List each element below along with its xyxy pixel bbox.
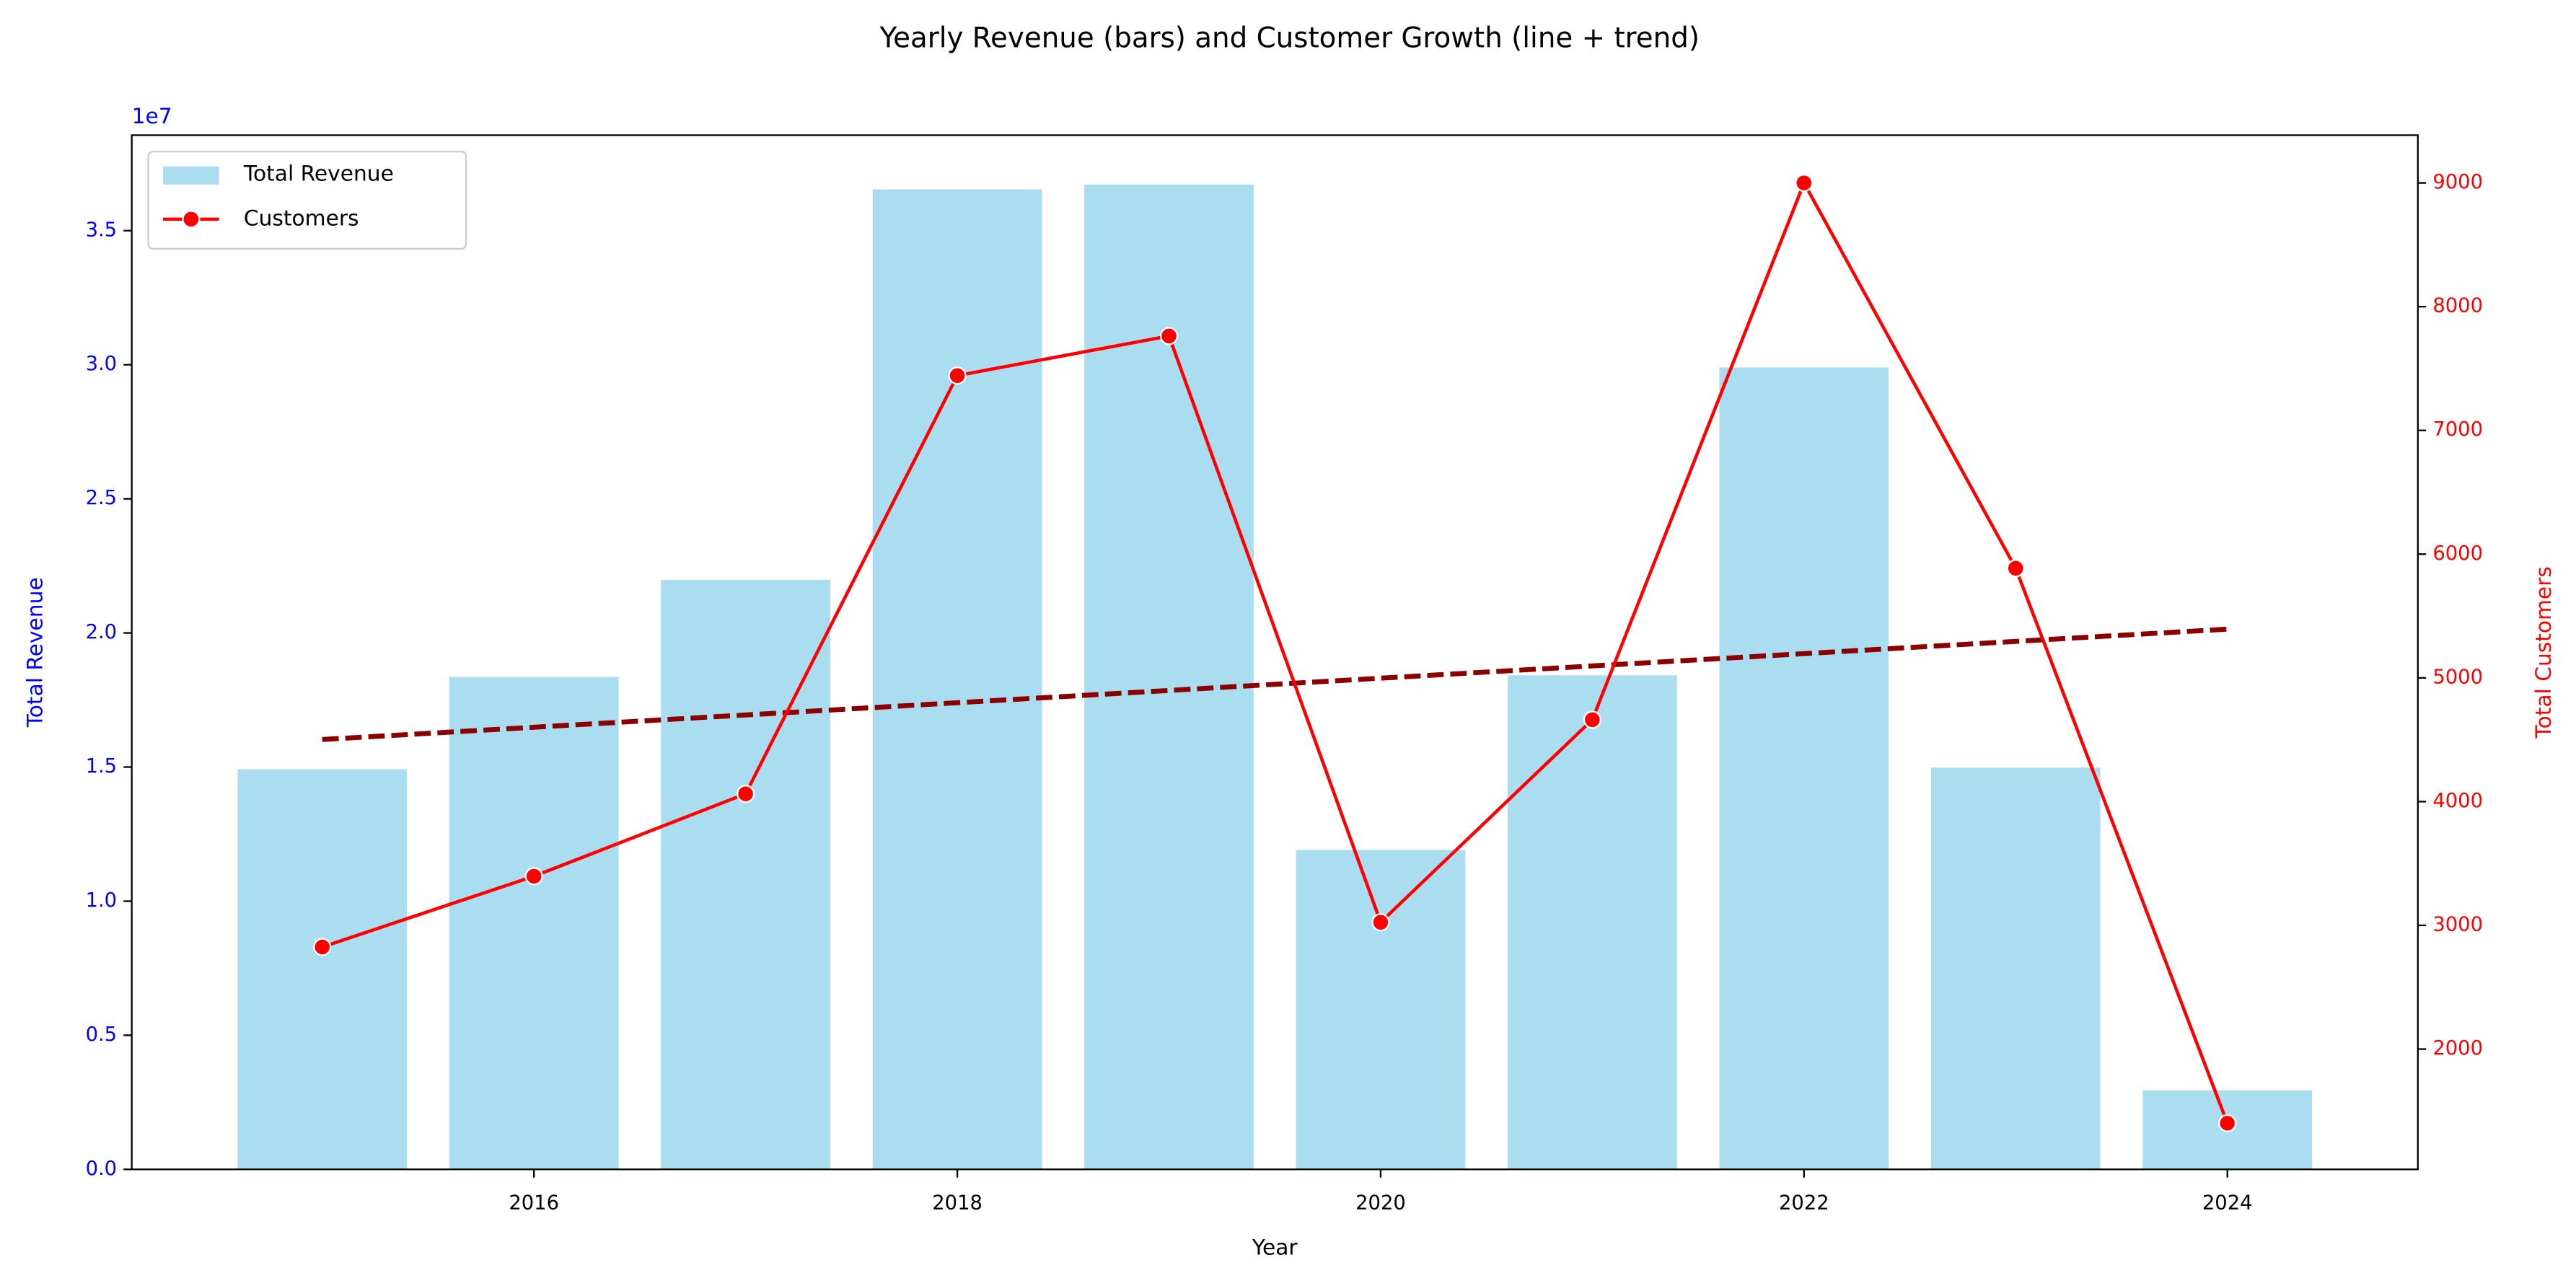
y2-tick-label: 5000 (2432, 666, 2483, 688)
legend-label: Total Revenue (243, 161, 394, 186)
y-tick-label: 0.5 (86, 1023, 118, 1046)
y-tick-label: 1.0 (86, 889, 118, 912)
y-tick-label: 2.5 (86, 487, 118, 509)
y-axis-label: Total Revenue (22, 577, 48, 728)
bar (237, 769, 408, 1170)
legend-swatch-marker (182, 210, 201, 229)
x-tick-label: 2020 (1355, 1192, 1406, 1215)
line-marker (524, 867, 543, 886)
plot-frame (131, 134, 2419, 1171)
bar (1084, 184, 1254, 1170)
y2-tick-label: 6000 (2432, 542, 2483, 565)
bar (1508, 675, 1677, 1170)
x-tick-label: 2018 (932, 1192, 983, 1215)
legend-swatch (163, 166, 219, 185)
y-tick-label: 3.0 (86, 353, 118, 375)
legend-label: Customers (244, 205, 359, 230)
x-tick-label: 2016 (509, 1192, 559, 1215)
y2-tick-label: 7000 (2432, 418, 2483, 441)
chart-title: Yearly Revenue (bars) and Customer Growt… (879, 22, 1700, 54)
x-tick-label: 2022 (1779, 1192, 1829, 1215)
y2-tick-label: 8000 (2432, 295, 2483, 317)
legend-box (147, 151, 467, 250)
x-axis-label: Year (1252, 1234, 1298, 1259)
line-marker (2218, 1114, 2237, 1132)
y2-tick-label: 2000 (2432, 1037, 2483, 1060)
y-tick-label: 0.0 (86, 1158, 118, 1180)
line (322, 179, 2229, 1124)
y2-tick-label: 9000 (2432, 171, 2483, 193)
y-tick-label: 3.5 (86, 219, 118, 241)
line-marker (2006, 559, 2025, 578)
y2-axis-label: Total Customers (2531, 566, 2556, 739)
line-marker (1371, 913, 1390, 932)
line-marker (948, 366, 967, 385)
line-marker (1159, 327, 1179, 345)
trend-line (322, 626, 2228, 742)
y-tick-label: 2.0 (86, 621, 118, 643)
y2-tick-label: 3000 (2432, 913, 2483, 935)
line-marker (737, 785, 755, 803)
bar (661, 579, 831, 1170)
bar (1930, 767, 2101, 1170)
bar (1719, 367, 1889, 1170)
y2-tick-label: 4000 (2432, 790, 2483, 812)
x-tick-label: 2024 (2202, 1192, 2253, 1215)
y-tick-label: 1.5 (86, 755, 118, 778)
line-marker (1583, 710, 1601, 729)
bar (449, 677, 619, 1170)
bar (872, 189, 1042, 1170)
y-offset-label: 1e7 (132, 103, 172, 128)
bar (1296, 850, 1466, 1170)
line-marker (313, 938, 332, 956)
line-marker (1795, 174, 1814, 193)
